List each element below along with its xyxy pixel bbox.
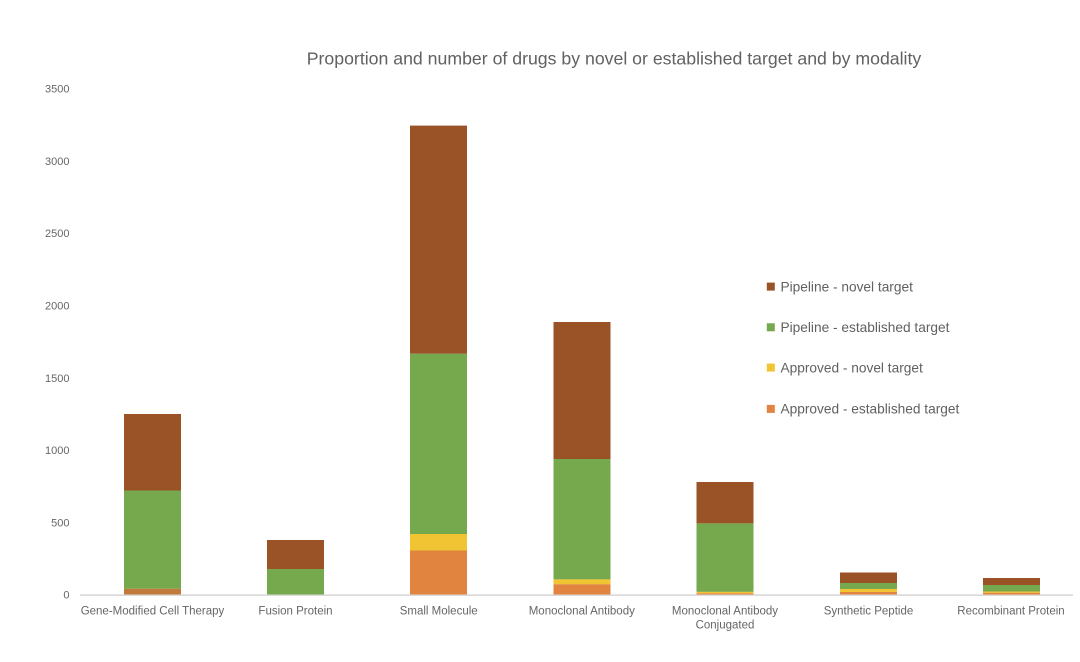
svg-text:1500: 1500	[45, 373, 69, 385]
svg-text:Proportion and number of drugs: Proportion and number of drugs by novel …	[307, 49, 922, 69]
svg-text:3500: 3500	[45, 84, 69, 96]
svg-text:Approved - novel target: Approved - novel target	[781, 360, 923, 375]
svg-text:Recombinant Protein: Recombinant Protein	[957, 606, 1064, 618]
svg-text:Synthetic Peptide: Synthetic Peptide	[824, 606, 914, 618]
svg-text:Gene-Modified Cell Therapy: Gene-Modified Cell Therapy	[81, 606, 225, 618]
svg-text:0: 0	[63, 590, 69, 602]
svg-text:Fusion Protein: Fusion Protein	[258, 606, 332, 618]
svg-text:Monoclonal Antibody: Monoclonal Antibody	[672, 606, 778, 618]
svg-text:Pipeline - established target: Pipeline - established target	[781, 320, 950, 335]
svg-text:Conjugated: Conjugated	[696, 619, 755, 631]
svg-text:Pipeline - novel target: Pipeline - novel target	[781, 279, 914, 294]
svg-text:2500: 2500	[45, 228, 69, 240]
svg-text:Approved - established target: Approved - established target	[781, 402, 960, 417]
svg-text:Monoclonal Antibody: Monoclonal Antibody	[529, 606, 635, 618]
svg-text:500: 500	[51, 517, 69, 529]
svg-text:2000: 2000	[45, 301, 69, 313]
svg-text:Small Molecule: Small Molecule	[400, 606, 478, 618]
svg-text:3000: 3000	[45, 156, 69, 168]
svg-text:1000: 1000	[45, 445, 69, 457]
